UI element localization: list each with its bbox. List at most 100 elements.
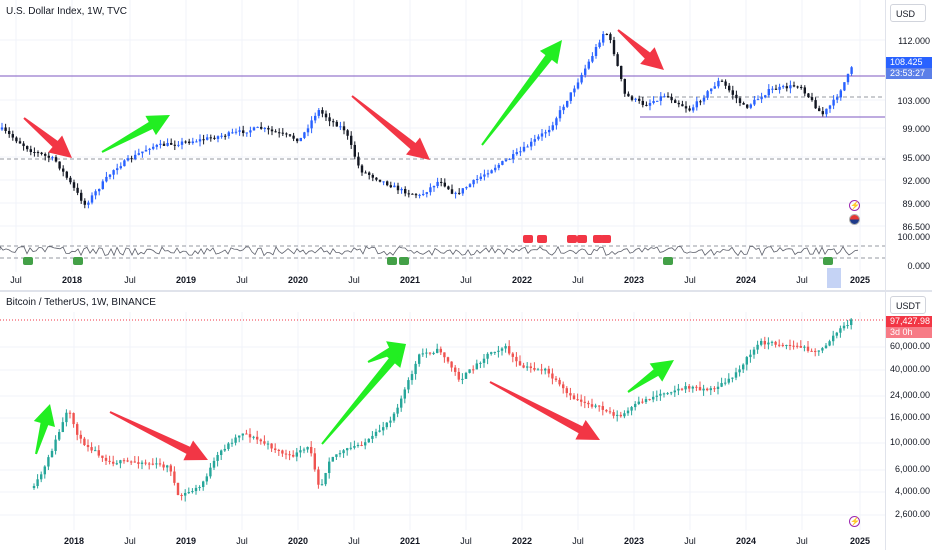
btc-candle xyxy=(587,402,590,405)
dxy-candle xyxy=(83,200,86,205)
btc-candle xyxy=(648,399,651,401)
dxy-pane[interactable]: Jul 2018 Jul 2019 Jul 2020 Jul 2021 Jul 2022 Jul 20… xyxy=(0,0,932,290)
btc-candle xyxy=(846,325,849,327)
signal-marker xyxy=(23,257,33,265)
btc-candle xyxy=(580,399,583,402)
dxy-candle xyxy=(274,131,277,133)
dxy-candle xyxy=(627,93,630,97)
signal-marker xyxy=(523,235,533,243)
btc-candle xyxy=(558,379,561,385)
btc-candle xyxy=(634,403,637,408)
btc-candle xyxy=(158,463,162,465)
btc-candle xyxy=(842,325,846,329)
x-axis-label: Jul xyxy=(684,536,696,546)
us-flag-icon[interactable] xyxy=(849,214,860,225)
up-arrow xyxy=(481,40,562,146)
dxy-candle xyxy=(173,144,176,146)
pane-divider[interactable] xyxy=(0,290,932,292)
btc-candle xyxy=(774,341,777,345)
btc-candle xyxy=(292,454,295,457)
btc-candle xyxy=(385,422,388,428)
dxy-candle xyxy=(162,143,166,146)
btc-candle xyxy=(126,460,129,462)
btc-candle xyxy=(547,368,550,374)
x-axis-label: Jul xyxy=(572,275,584,285)
signal-marker xyxy=(593,235,603,243)
btc-candle xyxy=(464,372,468,379)
dxy-candle xyxy=(256,126,259,128)
dxy-candle xyxy=(551,125,554,130)
btc-candle xyxy=(576,399,579,401)
btc-candle xyxy=(320,484,324,486)
signal-marker xyxy=(537,235,547,243)
price-label: 4,000.00 xyxy=(894,486,930,496)
dxy-candle xyxy=(476,179,479,181)
dxy-price-axis[interactable]: USD 112.000 108.425 23:53:27 103.000 99.… xyxy=(885,0,932,290)
dxy-candle xyxy=(159,143,162,145)
dxy-candle xyxy=(512,154,515,159)
btc-candle xyxy=(133,461,136,463)
btc-candle xyxy=(58,432,61,440)
dxy-candle xyxy=(598,42,601,48)
x-axis-label: 2025 xyxy=(850,536,870,546)
btc-candle xyxy=(410,374,414,381)
btc-candle xyxy=(565,388,568,394)
dxy-candle xyxy=(630,96,634,100)
dxy-candle xyxy=(605,34,608,36)
oscillator-line xyxy=(0,245,859,257)
dxy-candle xyxy=(432,186,436,188)
btc-candle xyxy=(623,413,626,417)
btc-candle xyxy=(76,424,79,435)
lightning-icon[interactable]: ⚡ xyxy=(849,200,860,211)
btc-candle xyxy=(346,448,349,451)
currency-button[interactable]: USDT xyxy=(890,296,926,314)
btc-candle xyxy=(176,482,180,496)
btc-candle xyxy=(205,476,208,482)
btc-candle xyxy=(644,399,648,403)
btc-candle xyxy=(418,354,421,364)
btc-candle xyxy=(40,474,43,480)
btc-candle xyxy=(450,361,453,368)
dxy-candle xyxy=(213,137,216,139)
dxy-candle xyxy=(612,40,616,55)
dxy-candle xyxy=(350,135,353,145)
btc-price-axis[interactable]: USDT 97,427.98 3d 0h 60,000.00 40,000.00… xyxy=(885,292,932,550)
btc-candle xyxy=(256,436,259,440)
dxy-candle xyxy=(692,107,695,111)
btc-candle xyxy=(180,495,183,497)
btc-candle xyxy=(421,353,424,355)
dxy-candle xyxy=(717,80,720,87)
up-arrow xyxy=(321,344,406,445)
signal-marker xyxy=(399,257,409,265)
dxy-candle xyxy=(306,128,310,133)
x-axis-label: Jul xyxy=(460,536,472,546)
btc-chart[interactable]: 2018 Jul 2019 Jul 2020 Jul 2021 Jul 2022 Jul 2023 J… xyxy=(0,292,886,550)
btc-candle xyxy=(216,454,219,461)
btc-candle xyxy=(90,447,93,451)
dxy-candle xyxy=(414,194,418,196)
up-arrow xyxy=(101,115,170,153)
dxy-candle xyxy=(540,133,544,137)
dxy-candle xyxy=(764,95,767,98)
currency-button[interactable]: USD xyxy=(890,4,926,22)
dxy-candle xyxy=(231,132,234,134)
btc-candle xyxy=(104,457,108,461)
dxy-candle xyxy=(814,100,817,109)
x-axis-label: Jul xyxy=(796,275,808,285)
dxy-candle xyxy=(699,101,702,103)
x-axis-label: Jul xyxy=(572,536,584,546)
btc-candle xyxy=(475,363,478,370)
dxy-candle xyxy=(429,187,432,193)
btc-candle xyxy=(486,353,489,359)
btc-candle xyxy=(389,420,392,423)
dxy-candle xyxy=(713,86,716,89)
dxy-candle xyxy=(288,134,292,136)
dxy-candle xyxy=(796,86,799,88)
up-arrow xyxy=(33,404,55,455)
x-axis-label: 2018 xyxy=(62,275,82,285)
btc-candle xyxy=(641,401,644,403)
lightning-icon[interactable]: ⚡ xyxy=(849,516,860,527)
dxy-chart[interactable]: Jul 2018 Jul 2019 Jul 2020 Jul 2021 Jul 2022 Jul 20… xyxy=(0,0,886,290)
btc-candle xyxy=(367,438,370,443)
btc-pane[interactable]: 2018 Jul 2019 Jul 2020 Jul 2021 Jul 2022 Jul 2023 J… xyxy=(0,292,932,550)
